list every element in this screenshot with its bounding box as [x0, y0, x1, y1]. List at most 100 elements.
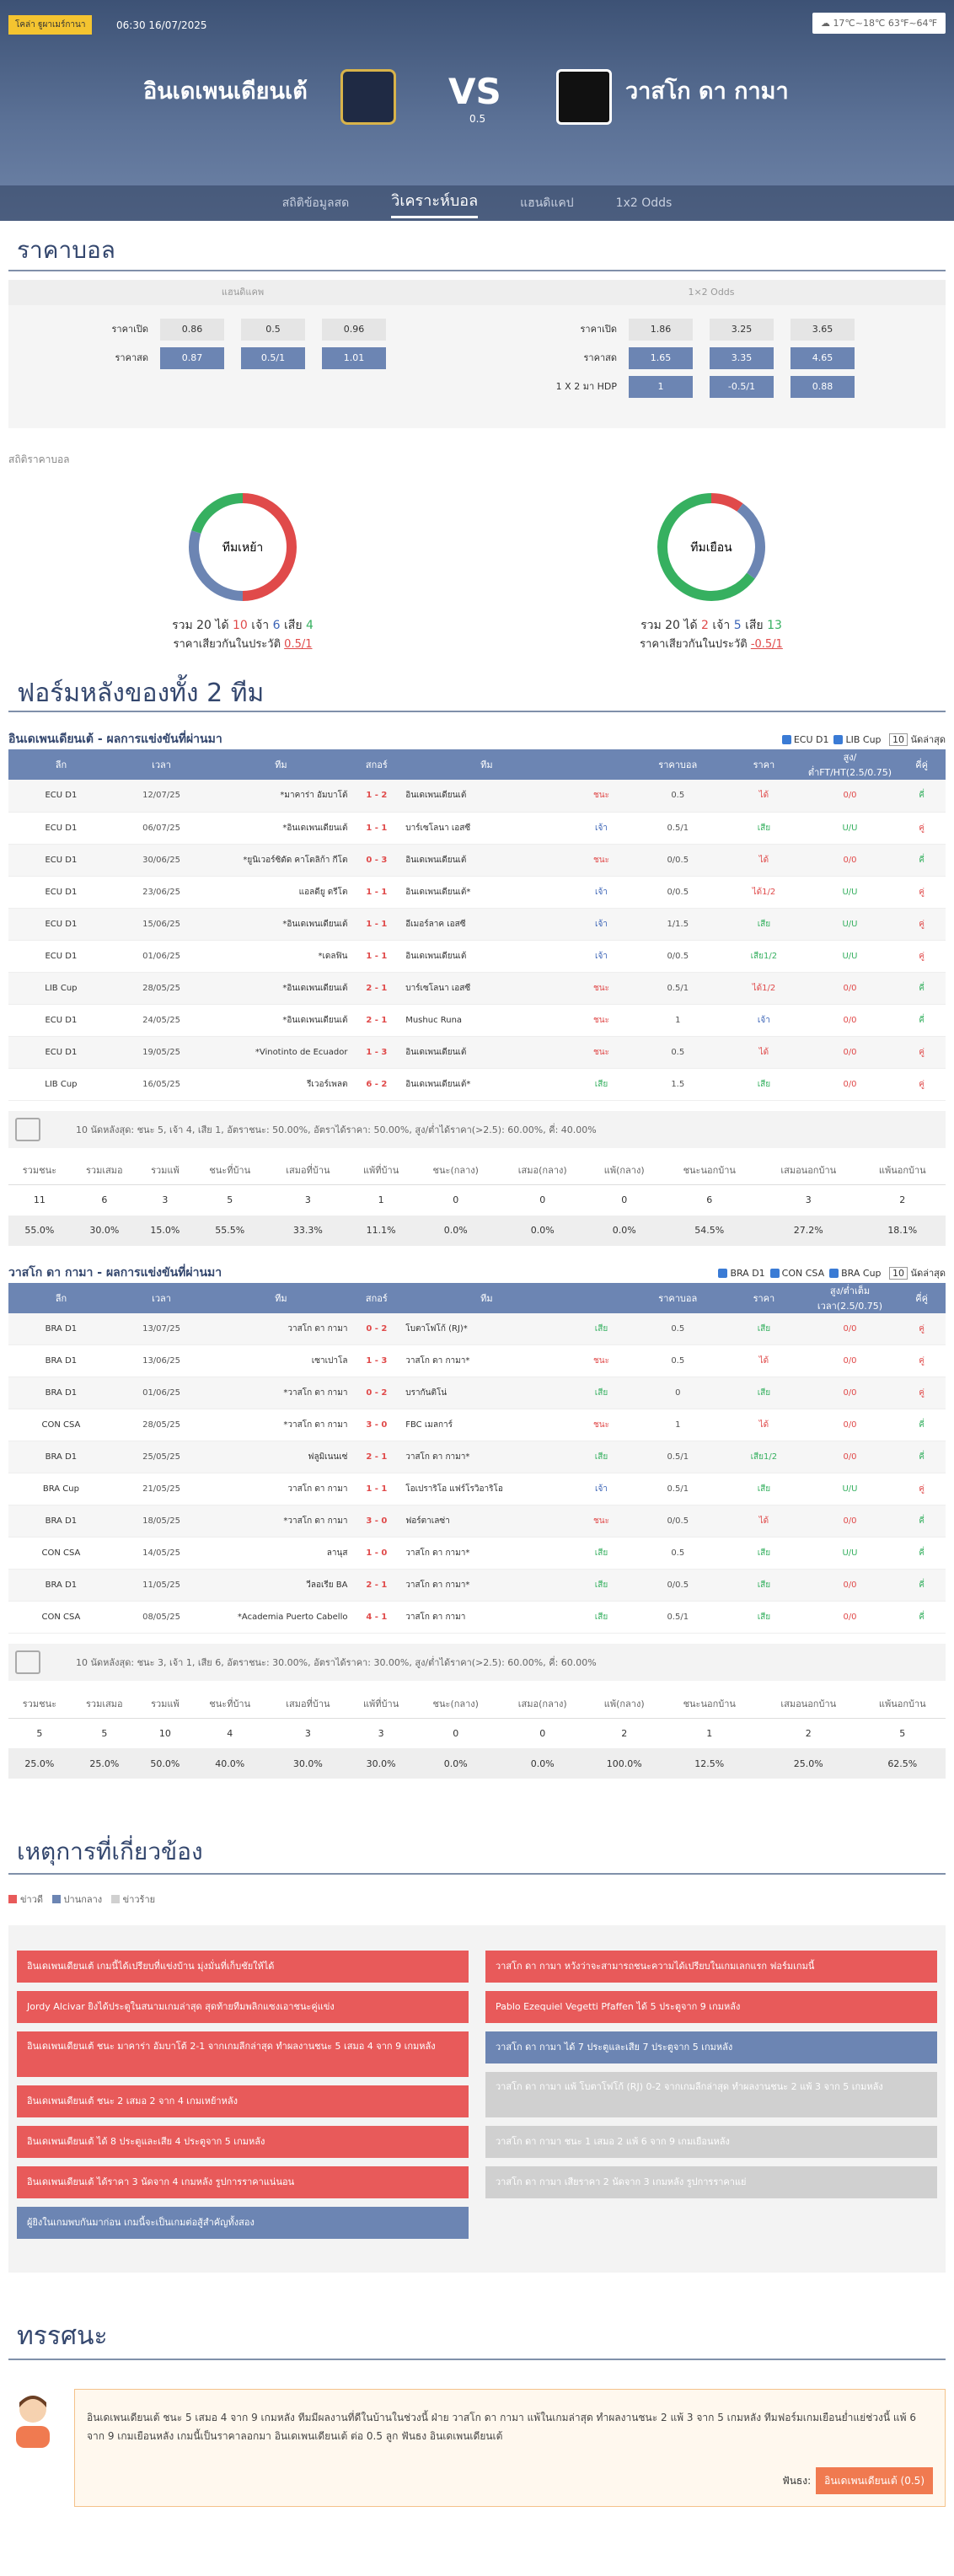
table-row[interactable]: ECU D1 30/06/25 *ยูนิเวอร์ซิดัด คาโตลิก้า … — [8, 844, 946, 877]
table-row[interactable]: BRA D1 13/06/25 เซาเปาโล 1 - 3 วาสโก ดา กามา… — [8, 1344, 946, 1377]
away-team-logo[interactable] — [556, 69, 612, 125]
filter-checkbox[interactable] — [829, 1268, 839, 1278]
table-cell: คู่ — [898, 1068, 946, 1101]
filter-checkbox[interactable] — [769, 1268, 780, 1278]
table-row[interactable]: ECU D1 01/06/25 *เดลฟิน 1 - 1 อินเดเพนเดียนเ… — [8, 940, 946, 973]
table-cell: 2 - 1 — [352, 1569, 401, 1602]
record-header: รวมเสมอ — [70, 1689, 138, 1719]
table-cell: ชนะ — [572, 1004, 630, 1037]
odds-value[interactable]: 0.96 — [322, 319, 386, 341]
table-row[interactable]: CON CSA 28/05/25 *วาสโก ดา กามา 3 - 0 FBC เม… — [8, 1409, 946, 1441]
record-header: ชนะ(กลาง) — [413, 1689, 498, 1719]
table-row[interactable]: BRA D1 13/07/25 วาสโก ดา กามา 0 - 2 โบตาโฟโก… — [8, 1312, 946, 1345]
table-header — [572, 1282, 630, 1313]
events-section-title: เหตุการที่เกี่ยวข้อง — [8, 1829, 946, 1875]
odds-value[interactable]: 0.5 — [241, 319, 305, 341]
tab-analysis[interactable]: วิเคราะห์บอล — [391, 188, 479, 218]
record-count: 3 — [348, 1718, 414, 1748]
table-row[interactable]: ECU D1 23/06/25 แอลดียู ดรีโต 1 - 1 อินเดเพน… — [8, 876, 946, 909]
record-count: 3 — [137, 1184, 192, 1216]
table-cell: ECU D1 — [8, 1004, 114, 1037]
odds-value[interactable]: 0.5/1 — [241, 347, 305, 369]
table-cell: 1 - 0 — [352, 1537, 401, 1570]
table-cell: LIB Cup — [8, 1068, 114, 1101]
table-row[interactable]: BRA D1 11/05/25 วีลอเรีย BA 2 - 1 วาสโก ดา ก… — [8, 1569, 946, 1602]
table-cell: ได้ — [726, 844, 802, 877]
table-row[interactable]: ECU D1 19/05/25 *Vinotinto de Ecuador 1 - 3… — [8, 1036, 946, 1069]
results-table: ลีก เวลา ทีม สกอร์ ทีม ราคาบอล ราคา สูง/ต่ำเต็ม… — [8, 1282, 946, 1634]
tab-live-stats[interactable]: สถิติข้อมูลสด — [281, 196, 350, 210]
record-count: 2 — [859, 1184, 946, 1216]
table-header: ลีก — [8, 749, 114, 780]
table-cell: เสีย — [572, 1537, 630, 1570]
odds-value[interactable]: 1.65 — [629, 347, 693, 369]
tab-handicap[interactable]: แฮนดิแคป — [520, 196, 574, 210]
odds-value[interactable]: -0.5/1 — [710, 376, 774, 398]
away-team-name[interactable]: วาสโก ดา กามา — [625, 78, 789, 105]
tab-1x2-odds[interactable]: 1x2 Odds — [615, 196, 673, 210]
donut-slice — [737, 503, 765, 579]
odds-value[interactable]: 0.86 — [160, 319, 224, 341]
record-header: ชนะนอกบ้าน — [661, 1156, 758, 1185]
table-cell: อินเดเพนเดียนเต้* — [400, 876, 573, 909]
count-select[interactable]: 10 — [889, 733, 908, 746]
table-cell: 1 - 1 — [352, 876, 401, 909]
record-header: เสมอ(กลาง) — [497, 1156, 587, 1185]
table-row[interactable]: LIB Cup 28/05/25 *อินเดเพนเดียนเต้ 2 - 1 บาร… — [8, 972, 946, 1005]
table-row[interactable]: BRA D1 18/05/25 *วาสโก ดา กามา 3 - 0 ฟอร์ตาเ… — [8, 1505, 946, 1538]
odds-value[interactable]: 1 — [629, 376, 693, 398]
table-cell: 19/05/25 — [113, 1036, 210, 1069]
table-row[interactable]: ECU D1 24/05/25 *อินเดเพนเดียนเต้ 2 - 1 Mush… — [8, 1004, 946, 1037]
home-team-name[interactable]: อินเดเพนเดียนเต้ — [143, 78, 308, 105]
record-count: 5 — [191, 1184, 268, 1216]
table-row[interactable]: ECU D1 12/07/25 *มาคาร่า อัมบาโต้ 1 - 2 อินเ… — [8, 780, 946, 813]
table-cell: 0.5/1 — [630, 1601, 726, 1634]
table-row[interactable]: CON CSA 14/05/25 ลานุส 1 - 0 วาสโก ดา กามา* เ… — [8, 1537, 946, 1570]
odds-value[interactable]: 4.65 — [791, 347, 855, 369]
table-cell: เสีย — [572, 1569, 630, 1602]
table-header: คี่คู่ — [898, 749, 946, 780]
events-panel: อินเดเพนเดียนเต้ เกมนี้ได้เปรียบที่แข่งบ… — [8, 1925, 946, 2273]
table-cell: 15/06/25 — [113, 908, 210, 941]
table-cell: *อินเดเพนเดียนเต้ — [209, 812, 353, 845]
table-cell: 0/0 — [801, 1441, 898, 1473]
form-table-title: วาสโก ดา กามา - ผลการแข่งขันที่ผ่านมา — [8, 1265, 222, 1280]
odds-value[interactable]: 0.87 — [160, 347, 224, 369]
table-row[interactable]: ECU D1 15/06/25 *อินเดเพนเดียนเต้ 1 - 1 อีเม… — [8, 908, 946, 941]
table-row[interactable]: ECU D1 06/07/25 *อินเดเพนเดียนเต้ 1 - 1 บาร์… — [8, 812, 946, 845]
table-cell: 3 - 0 — [352, 1409, 401, 1441]
record-percent: 54.5% — [661, 1215, 758, 1246]
table-cell: ECU D1 — [8, 908, 114, 941]
table-cell: LIB Cup — [8, 972, 114, 1005]
table-row[interactable]: LIB Cup 16/05/25 รีเวอร์เพลต 6 - 2 อินเดเพนเ… — [8, 1068, 946, 1101]
form-section-title: ฟอร์มหลังของทั้ง 2 ทีม — [8, 670, 946, 712]
record-count: 0 — [497, 1184, 587, 1216]
table-row[interactable]: BRA D1 01/06/25 *วาสโก ดา กามา 0 - 2 บรากันต… — [8, 1377, 946, 1409]
odds-value[interactable]: 3.65 — [791, 319, 855, 341]
filter-checkbox[interactable] — [718, 1268, 728, 1278]
filter-checkbox[interactable] — [833, 735, 844, 744]
record-header: เสมอ(กลาง) — [497, 1689, 587, 1719]
table-row[interactable]: BRA D1 25/05/25 ฟลูมิเนนเซ่ 2 - 1 วาสโก ดา ก… — [8, 1441, 946, 1473]
home-team-logo[interactable] — [340, 69, 396, 125]
count-select[interactable]: 10 — [889, 1266, 908, 1280]
odds-value[interactable]: 3.25 — [710, 319, 774, 341]
record-header: เสมอนอกบ้าน — [757, 1156, 860, 1185]
record-header: แพ้(กลาง) — [587, 1156, 662, 1185]
table-header: ลีก — [8, 1282, 114, 1313]
filter-checkbox[interactable] — [781, 735, 791, 744]
odds-value[interactable]: 1.86 — [629, 319, 693, 341]
table-cell: *อินเดเพนเดียนเต้ — [209, 908, 353, 941]
table-cell: 0 — [630, 1377, 726, 1409]
odds-row: ราคาสด 1.65 3.35 4.65 — [477, 347, 946, 369]
table-row[interactable]: CON CSA 08/05/25 *Academia Puerto Cabello 4… — [8, 1601, 946, 1634]
table-header: สูง/ต่ำFT/HT(2.5/0.75) — [801, 749, 898, 780]
record-percent: 25.0% — [70, 1748, 138, 1779]
odds-value[interactable]: 0.88 — [791, 376, 855, 398]
table-cell: U/U — [801, 908, 898, 941]
table-row[interactable]: BRA Cup 21/05/25 วาสโก ดา กามา 1 - 1 โอเปราร… — [8, 1473, 946, 1505]
table-cell: 01/06/25 — [113, 940, 210, 973]
table-cell: อีเมอร์ลาค เอสซี — [400, 908, 573, 941]
odds-value[interactable]: 1.01 — [322, 347, 386, 369]
odds-value[interactable]: 3.35 — [710, 347, 774, 369]
